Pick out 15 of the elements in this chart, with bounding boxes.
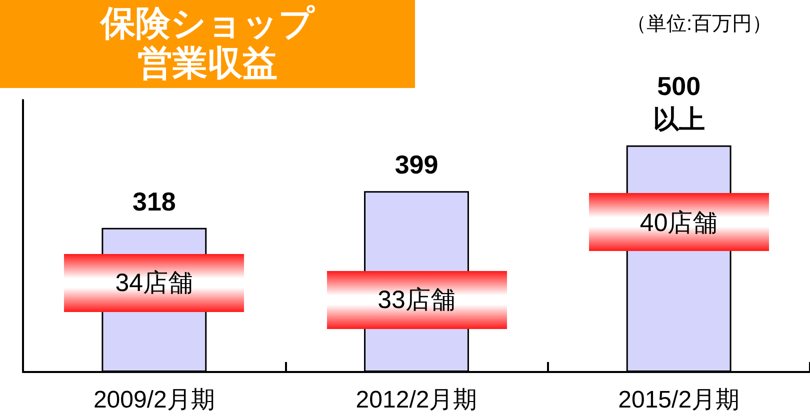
title-panel: 保険ショップ営業収益 [0, 0, 415, 88]
annotation: 33店舗 [378, 285, 456, 316]
chart-subtitle: （単位:百万円） [626, 12, 772, 37]
ribbon: 34店舗 [64, 254, 244, 312]
annotation: 40店舗 [640, 208, 718, 239]
chart-title: 保険ショップ営業収益 [98, 4, 316, 84]
data-label: 500 以上 [652, 70, 705, 134]
ribbon: 33店舗 [326, 270, 506, 329]
data-label: 399 [394, 150, 438, 180]
ribbon: 40店舗 [588, 193, 769, 252]
x-tick-label: 2015/2月期 [618, 386, 740, 414]
x-tick-label: 2012/2月期 [356, 386, 478, 414]
annotation: 34店舗 [115, 268, 194, 300]
data-label: 318 [132, 186, 176, 216]
x-tick-label: 2009/2月期 [93, 386, 215, 414]
